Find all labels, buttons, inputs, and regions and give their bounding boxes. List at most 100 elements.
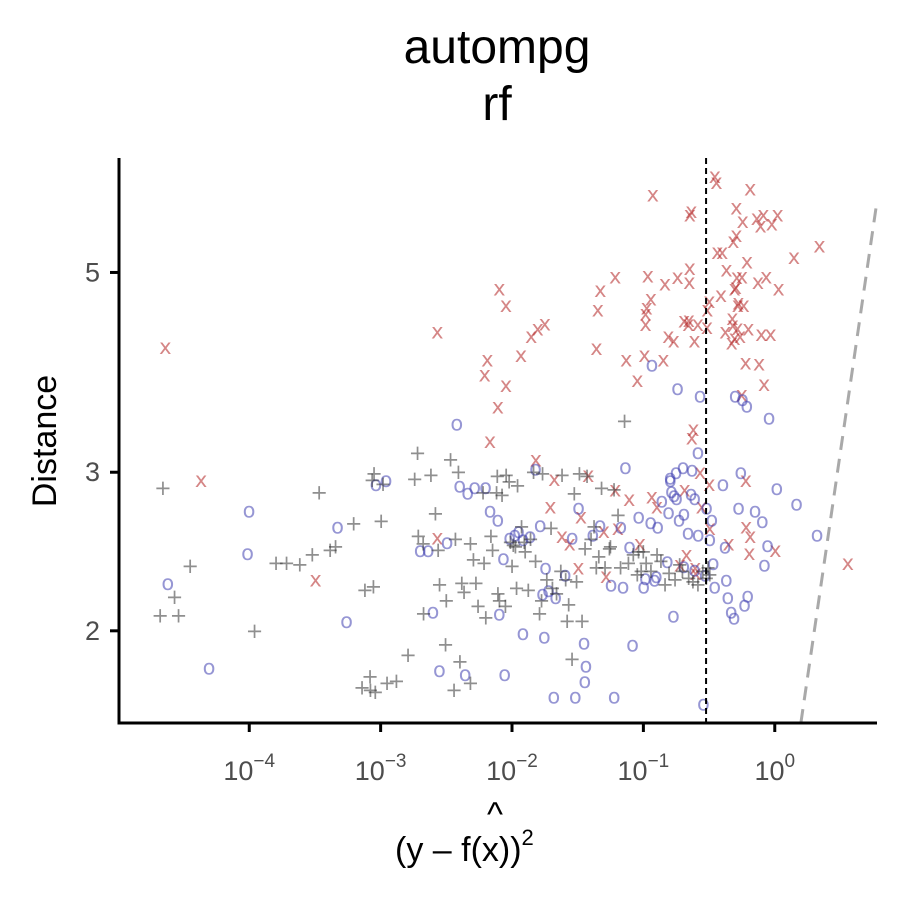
o-point: o	[732, 496, 745, 520]
plus-point: +	[552, 559, 570, 583]
x-point: x	[159, 335, 171, 359]
plus-point: +	[462, 671, 480, 695]
o-point: o	[740, 393, 753, 417]
plus-point: +	[565, 482, 583, 506]
o-point: o	[529, 456, 542, 480]
x-point: x	[640, 296, 652, 320]
plus-point: +	[497, 594, 515, 618]
x-point: x	[530, 447, 542, 471]
o-point: o	[650, 564, 663, 588]
x-point: x	[740, 515, 752, 539]
plus-point: +	[327, 535, 345, 559]
plus-point: +	[489, 582, 507, 606]
plus-point: +	[365, 462, 383, 486]
o-point: o	[811, 522, 824, 546]
plus-point: +	[414, 532, 432, 556]
x-point: x	[548, 467, 560, 491]
x-point: x	[493, 276, 505, 300]
x-point: x	[688, 329, 700, 353]
o-point: o	[661, 549, 674, 573]
plus-point: +	[590, 544, 608, 568]
plus-point: +	[437, 633, 455, 657]
o-point: o	[708, 575, 721, 599]
o-point: o	[651, 515, 664, 539]
plus-point: +	[431, 573, 449, 597]
x-point: x	[788, 245, 800, 269]
plus-point: +	[697, 566, 715, 590]
x-point: x	[757, 202, 769, 226]
o-point: o	[749, 499, 762, 523]
x-point: x	[598, 519, 610, 543]
x-point: x	[609, 478, 621, 502]
plus-point: +	[531, 602, 549, 626]
o-point: o	[761, 533, 774, 557]
plus-point: +	[166, 585, 184, 609]
o-points: oooooooooooooooooooooooooooooooooooooooo…	[161, 353, 823, 716]
x-point: x	[647, 183, 659, 207]
o-point: o	[700, 496, 713, 520]
o-point: o	[677, 501, 690, 525]
plus-point: +	[519, 578, 537, 602]
x-point: x	[692, 312, 704, 336]
plus-point: +	[321, 538, 339, 562]
plus-point: +	[533, 589, 551, 613]
o-point: o	[790, 491, 803, 515]
plus-point: +	[596, 556, 614, 580]
o-point: o	[579, 654, 592, 678]
o-point: o	[734, 460, 747, 484]
x-point: x	[431, 319, 443, 343]
x-point: x	[662, 324, 674, 348]
plus-point: +	[684, 569, 702, 593]
x-point: x	[667, 329, 679, 353]
y-tick-label: 2	[85, 616, 100, 646]
o-point: o	[539, 556, 552, 580]
x-point: x	[481, 348, 493, 372]
o-point: o	[426, 600, 439, 624]
plus-point: +	[310, 480, 328, 504]
x-label-part-1: (y –	[395, 831, 461, 869]
o-point: o	[758, 552, 771, 576]
x-point: x	[755, 322, 767, 346]
x-point: x	[680, 543, 692, 567]
o-point: o	[497, 546, 510, 570]
o-point: o	[614, 515, 627, 539]
x-label-part-3: (x))	[471, 831, 522, 869]
o-point: o	[626, 633, 639, 657]
o-point: o	[414, 538, 427, 562]
x-point: x	[556, 524, 568, 548]
x-point: x	[752, 270, 764, 294]
plus-point: +	[548, 582, 566, 606]
x-point: x	[500, 293, 512, 317]
x-point: x	[742, 317, 754, 341]
x-point: x	[703, 289, 715, 313]
o-point: o	[605, 573, 618, 597]
plus-point: +	[399, 643, 417, 667]
plus-point: +	[465, 548, 483, 572]
plus-point: +	[500, 470, 518, 494]
plus-point: +	[303, 543, 321, 567]
x-point: x	[638, 343, 650, 367]
o-point: o	[736, 387, 749, 411]
y-tick-label: 3	[85, 457, 100, 487]
plus-point: +	[469, 594, 487, 618]
plus-point: +	[356, 578, 374, 602]
x-point: x	[736, 209, 748, 233]
o-point: o	[668, 483, 681, 507]
o-point: o	[671, 376, 684, 400]
x-point: x	[687, 417, 699, 441]
o-point: o	[450, 411, 463, 435]
o-point: o	[667, 604, 680, 628]
x-point: x	[701, 297, 713, 321]
o-point: o	[547, 685, 560, 709]
plus-point: +	[154, 476, 172, 500]
x-point: x	[309, 568, 321, 592]
plus-point: +	[409, 524, 427, 548]
plus-point: +	[563, 647, 581, 671]
x-point: x	[646, 484, 658, 508]
o-point: o	[549, 585, 562, 609]
x-point: x	[740, 468, 752, 492]
o-point: o	[725, 600, 738, 624]
y-tick-label: 5	[85, 257, 100, 287]
plus-point: +	[508, 576, 526, 600]
o-point: o	[559, 563, 572, 587]
